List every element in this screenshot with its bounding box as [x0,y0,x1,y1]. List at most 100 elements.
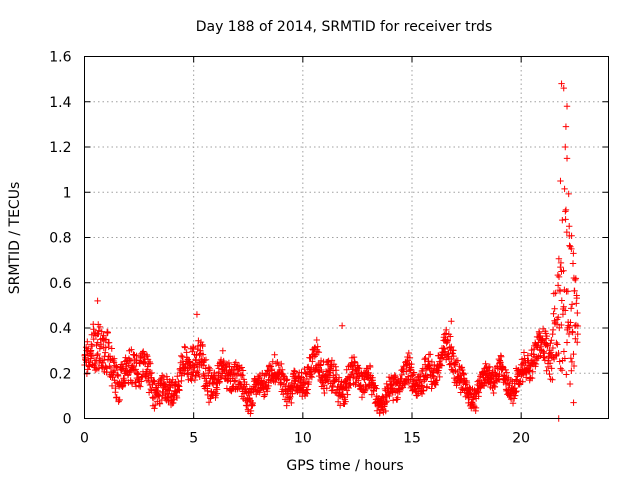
data-point [94,350,101,358]
data-point [441,345,448,353]
data-point [520,349,528,356]
data-point [309,358,316,365]
data-point [181,369,188,377]
data-point [156,400,164,407]
data-point [491,383,499,391]
data-point [550,310,557,317]
data-point [565,190,572,198]
data-point [557,259,565,267]
data-point [389,397,397,404]
data-point [314,343,321,350]
data-point [563,103,571,110]
data-point [288,399,295,407]
data-point [544,363,552,371]
data-point [486,363,493,370]
data-point [323,385,330,392]
data-point [562,123,570,130]
data-point [173,394,181,402]
data-point [537,343,544,350]
data-point [135,370,142,378]
y-tick-label: 0.4 [49,321,71,337]
data-point [553,339,560,347]
data-point [548,365,555,372]
data-point [563,339,571,346]
data-point [100,332,107,339]
data-point [398,371,406,379]
data-point [557,263,564,271]
data-point [230,371,237,378]
data-point [543,332,551,340]
data-point [181,343,188,350]
data-point [420,387,427,395]
data-point [199,342,206,350]
data-point [178,377,185,385]
ticks [84,56,609,419]
data-point [334,398,342,405]
data-point [232,377,239,384]
data-point [246,394,253,402]
data-point [457,376,464,383]
data-point [406,367,414,374]
data-point [554,341,561,348]
data-point [560,348,568,355]
data-point [549,376,556,383]
data-point [549,344,557,352]
data-point [144,353,151,360]
data-point [513,387,520,395]
data-point [147,360,154,367]
data-point [430,373,437,380]
data-point [561,307,569,314]
data-point [565,330,573,338]
data-point [574,339,581,346]
data-point [568,358,576,366]
data-point [354,362,362,369]
data-point [98,328,105,335]
data-point [193,311,201,318]
data-point [423,383,431,390]
data-point [394,394,401,401]
data-point [311,353,318,360]
data-point [312,351,320,359]
data-point [507,395,515,403]
data-point [433,376,441,384]
data-point [560,303,567,310]
data-point [219,347,227,354]
data-point [200,362,208,369]
data-point [146,358,153,366]
data-point [328,387,335,394]
data-point [570,399,577,406]
data-point [498,353,505,360]
data-point [305,378,313,386]
data-point [243,381,250,388]
data-point [190,344,197,352]
data-point [331,376,339,384]
data-point [197,338,205,346]
data-point [396,388,403,395]
data-point [335,374,343,381]
data-point [191,376,199,384]
data-point [543,367,550,374]
data-point [128,380,136,388]
data-point [192,372,200,379]
data-point [148,369,156,377]
data-point [325,357,332,365]
data-point [390,386,398,393]
data-point [512,376,520,383]
data-points [81,80,582,422]
data-point [212,392,219,399]
data-point [554,282,562,289]
data-point [569,329,576,336]
data-point [110,369,117,377]
data-point [84,366,91,373]
data-point [113,363,120,370]
data-point [544,342,551,350]
data-point [108,382,116,390]
data-point [564,288,572,295]
data-point [511,384,519,392]
data-point [382,407,389,415]
data-point [557,365,564,372]
data-point [536,329,543,337]
data-point [213,386,221,393]
y-tick-label: 0.8 [49,231,71,247]
data-point [205,399,213,406]
